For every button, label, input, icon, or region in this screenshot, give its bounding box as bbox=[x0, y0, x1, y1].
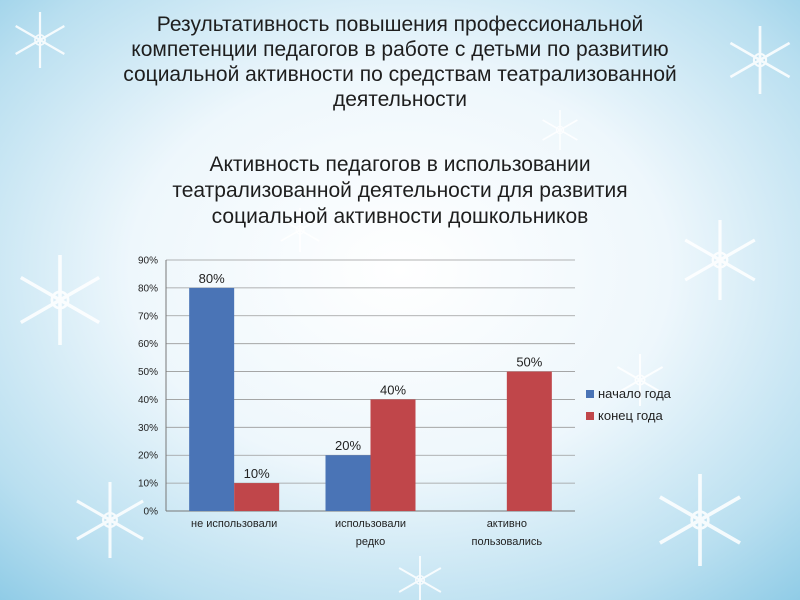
x-category-label: редко bbox=[356, 536, 385, 548]
y-tick-label: 90% bbox=[138, 256, 158, 267]
x-category-label: пользовались bbox=[472, 536, 543, 548]
bar bbox=[189, 287, 235, 511]
slide-title-line: социальной активности по средствам театр… bbox=[123, 63, 677, 86]
data-label: 40% bbox=[380, 382, 406, 397]
bar bbox=[234, 483, 280, 511]
y-tick-label: 70% bbox=[138, 311, 158, 322]
chart-title-line: театрализованной деятельности для развит… bbox=[172, 179, 628, 202]
data-label: 50% bbox=[516, 355, 542, 370]
y-tick-label: 80% bbox=[138, 283, 158, 294]
x-category-label: не использовали bbox=[191, 518, 277, 530]
slide-title-line: деятельности bbox=[333, 88, 467, 111]
bar bbox=[506, 371, 552, 511]
legend-swatch bbox=[586, 412, 594, 420]
chart-title-line: Активность педагогов в использовании bbox=[209, 153, 591, 176]
data-label: 20% bbox=[335, 438, 361, 453]
y-tick-label: 30% bbox=[138, 423, 158, 434]
legend-swatch bbox=[586, 390, 594, 398]
data-label: 10% bbox=[244, 466, 270, 481]
bar bbox=[325, 455, 371, 511]
chart-title-line: социальной активности дошкольников bbox=[211, 205, 589, 228]
x-category-label: использовали bbox=[335, 518, 406, 530]
legend-label: конец года bbox=[598, 408, 664, 423]
y-tick-label: 60% bbox=[138, 339, 158, 350]
bar bbox=[370, 399, 416, 511]
slide-title-line: компетенции педагогов в работе с детьми … bbox=[131, 38, 669, 61]
data-label: 80% bbox=[199, 271, 225, 286]
y-tick-label: 0% bbox=[144, 507, 159, 518]
slide-title-line: Результативность повышения профессиональ… bbox=[156, 13, 644, 36]
chart-title: Активность педагогов в использовании теа… bbox=[0, 152, 800, 230]
y-tick-label: 40% bbox=[138, 395, 158, 406]
x-category-label: активно bbox=[487, 518, 527, 530]
legend-label: начало года bbox=[598, 386, 672, 401]
y-tick-label: 50% bbox=[138, 367, 158, 378]
y-tick-label: 10% bbox=[138, 479, 158, 490]
y-tick-label: 20% bbox=[138, 451, 158, 462]
slide-title: Результативность повышения профессиональ… bbox=[0, 12, 800, 112]
